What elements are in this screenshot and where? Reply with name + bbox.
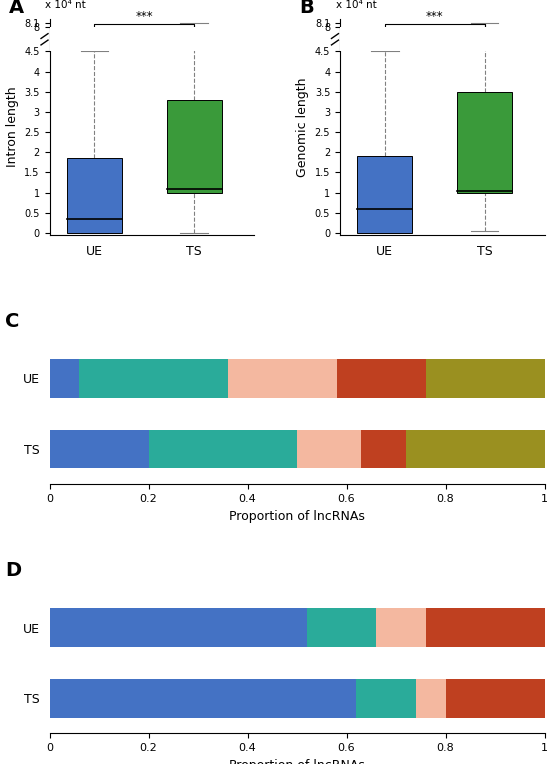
Text: C: C bbox=[5, 312, 19, 331]
Text: x 10⁴ nt: x 10⁴ nt bbox=[46, 1, 86, 11]
Text: D: D bbox=[5, 562, 21, 580]
Bar bbox=[337, 359, 426, 398]
Bar bbox=[167, 100, 222, 193]
Bar bbox=[307, 608, 376, 647]
Y-axis label: Genomic length: Genomic length bbox=[296, 77, 309, 176]
Bar bbox=[79, 359, 228, 398]
Bar bbox=[67, 158, 122, 233]
X-axis label: Proportion of lncRNAs: Proportion of lncRNAs bbox=[229, 759, 365, 764]
X-axis label: Proportion of lncRNAs: Proportion of lncRNAs bbox=[229, 510, 365, 523]
Bar bbox=[457, 92, 512, 193]
Bar bbox=[297, 429, 361, 468]
Bar bbox=[50, 28, 254, 51]
Bar bbox=[446, 678, 544, 717]
Bar bbox=[228, 359, 337, 398]
Text: ***: *** bbox=[135, 11, 153, 24]
Bar bbox=[416, 678, 446, 717]
Bar bbox=[358, 157, 412, 233]
Text: x 10⁴ nt: x 10⁴ nt bbox=[336, 1, 377, 11]
Text: A: A bbox=[9, 0, 24, 17]
Bar bbox=[50, 429, 148, 468]
Bar bbox=[426, 608, 544, 647]
Text: ***: *** bbox=[426, 11, 443, 24]
Bar bbox=[376, 608, 426, 647]
Text: B: B bbox=[299, 0, 314, 17]
Bar bbox=[148, 429, 297, 468]
Bar bbox=[426, 359, 544, 398]
Bar bbox=[50, 678, 356, 717]
Bar bbox=[406, 429, 544, 468]
Bar bbox=[356, 678, 416, 717]
Bar bbox=[361, 429, 406, 468]
Y-axis label: Intron length: Intron length bbox=[6, 87, 19, 167]
Bar bbox=[50, 608, 307, 647]
Bar bbox=[340, 28, 544, 51]
Bar bbox=[50, 359, 79, 398]
